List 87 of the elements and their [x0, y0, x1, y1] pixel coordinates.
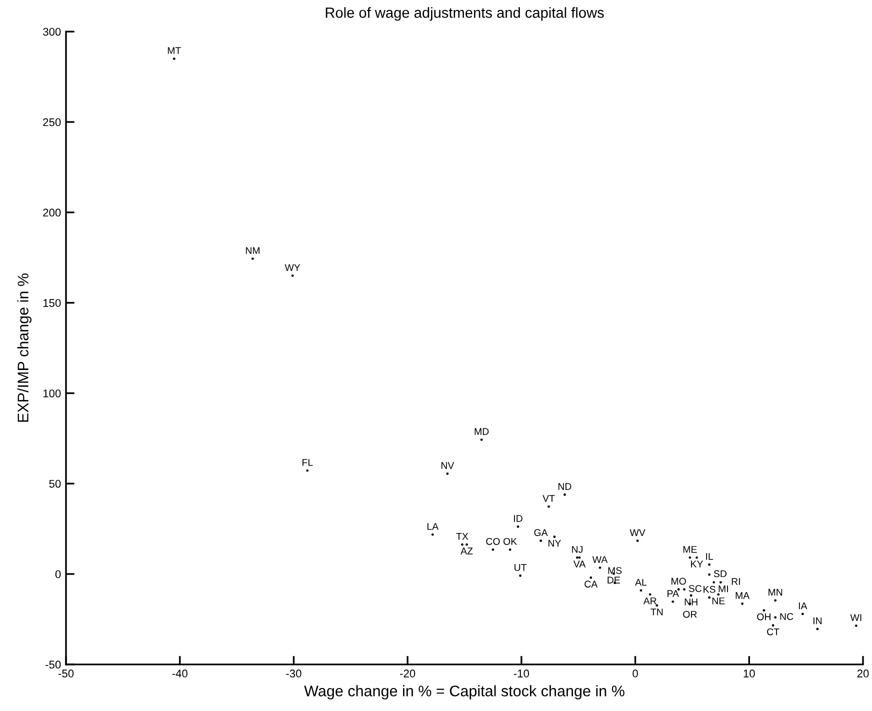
- point: [672, 600, 674, 603]
- data-label: ND: [558, 483, 572, 490]
- data-label: RI: [732, 578, 740, 585]
- data-label: MT: [168, 47, 181, 54]
- data-label: AZ: [460, 548, 473, 554]
- y-tick-label: 0: [55, 570, 61, 578]
- data-label: MD: [474, 428, 489, 435]
- point: [801, 612, 804, 616]
- data-label: AL: [635, 578, 647, 586]
- data-label: MS: [608, 567, 622, 574]
- data-label: LA: [427, 523, 439, 530]
- x-tick-label: 0: [632, 670, 638, 678]
- data-label: IA: [798, 602, 808, 610]
- point: [772, 624, 774, 627]
- point: [774, 616, 777, 619]
- data-label: AR: [643, 598, 656, 604]
- point: [291, 274, 294, 277]
- x-tick-label: -30: [286, 670, 302, 678]
- data-label: SD: [714, 570, 726, 578]
- data-label: PA: [668, 590, 679, 597]
- point: [712, 581, 716, 584]
- data-label: CO: [486, 538, 500, 545]
- data-label: VT: [542, 495, 555, 502]
- data-label: WI: [850, 614, 862, 621]
- data-label: NV: [441, 462, 454, 469]
- point: [648, 593, 652, 596]
- x-tick-label: -40: [172, 670, 188, 678]
- x-tick-label: -20: [400, 670, 416, 678]
- data-label: SC: [688, 585, 702, 592]
- point: [656, 604, 658, 607]
- data-label: KY: [691, 560, 704, 568]
- data-label: VA: [573, 560, 586, 568]
- data-label: TN: [650, 608, 663, 616]
- y-tick-label: 100: [43, 389, 61, 398]
- data-label: IL: [706, 553, 714, 560]
- data-label: CA: [584, 580, 598, 588]
- x-tick-label: 20: [857, 670, 869, 678]
- data-label: WV: [630, 529, 646, 536]
- data-label: NJ: [572, 546, 582, 553]
- data-label: NE: [712, 598, 725, 604]
- data-label: NM: [246, 247, 260, 254]
- point: [598, 566, 602, 569]
- data-label: CT: [767, 628, 780, 636]
- point: [306, 469, 309, 472]
- y-tick-label: 150: [43, 299, 61, 307]
- y-tick-label: 50: [49, 480, 61, 488]
- point: [480, 438, 483, 441]
- data-label: IN: [813, 617, 822, 624]
- x-tick-label: -10: [514, 670, 530, 678]
- y-tick-label: -50: [46, 660, 61, 669]
- point: [717, 593, 720, 596]
- data-label: GA: [534, 529, 548, 536]
- x-tick-label: -50: [58, 670, 74, 678]
- data-label: NY: [548, 540, 561, 547]
- data-label: WY: [284, 264, 300, 271]
- point: [774, 599, 777, 602]
- data-label: KS: [704, 586, 716, 593]
- point: [719, 581, 722, 584]
- x-axis-title: Wage change in % = Capital stock change in %: [304, 685, 624, 700]
- data-label: OR: [683, 610, 697, 618]
- data-label: MI: [718, 585, 728, 592]
- y-tick-label: 300: [43, 28, 61, 36]
- point: [446, 472, 449, 475]
- data-label: OH: [757, 613, 770, 620]
- y-tick-label: 200: [43, 208, 61, 217]
- data-label: MN: [768, 588, 782, 596]
- data-label: DE: [608, 576, 620, 584]
- data-label: NC: [780, 613, 794, 620]
- data-label: OK: [503, 538, 517, 545]
- y-tick-label: 250: [43, 118, 61, 126]
- point: [741, 602, 744, 605]
- data-label: MA: [736, 592, 750, 599]
- data-label: TX: [456, 533, 468, 540]
- y-axis-title: EXP/IMP change in %: [17, 274, 32, 422]
- point: [590, 576, 592, 579]
- chart-title: Role of wage adjustments and capital flows: [326, 7, 604, 21]
- x-tick-label: 10: [744, 670, 755, 678]
- data-label: WA: [592, 556, 608, 563]
- data-label: ME: [683, 546, 697, 553]
- point: [516, 525, 520, 528]
- data-label: MO: [672, 578, 686, 585]
- data-label: FL: [302, 459, 313, 466]
- point: [431, 533, 434, 536]
- point: [563, 493, 566, 496]
- point: [762, 609, 766, 612]
- data-label: ID: [514, 515, 522, 522]
- data-label: UT: [514, 564, 527, 571]
